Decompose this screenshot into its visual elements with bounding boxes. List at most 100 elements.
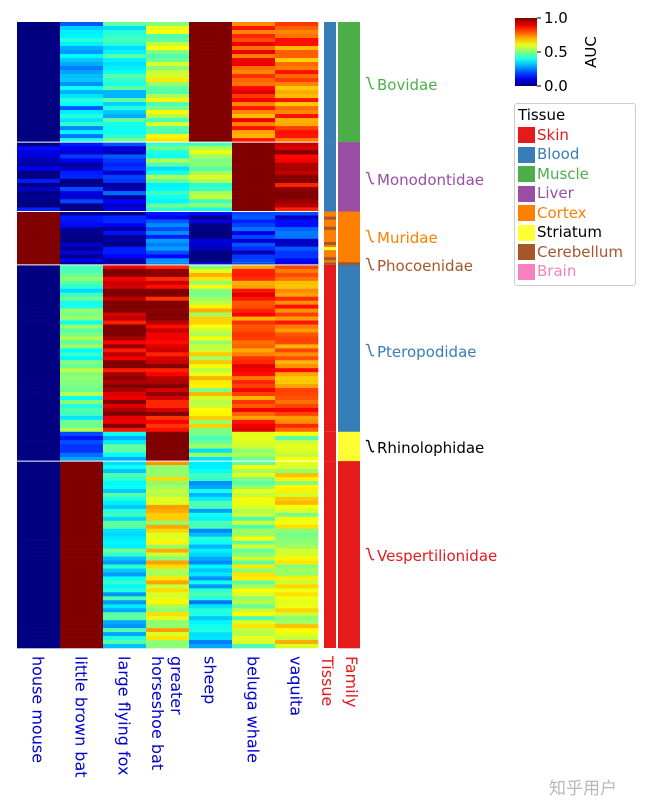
heatmap-cell	[103, 300, 147, 305]
heatmap-cell	[189, 616, 233, 621]
heatmap-cell	[60, 344, 104, 349]
heatmap-cell	[232, 584, 276, 589]
heatmap-cell	[103, 211, 147, 216]
heatmap-cell	[232, 280, 276, 286]
heatmap-cell	[60, 461, 104, 466]
heatmap-cell	[17, 187, 61, 192]
heatmap-cell	[275, 435, 319, 441]
heatmap-cell	[232, 134, 276, 139]
heatmap-cell	[232, 423, 276, 429]
heatmap-cell	[103, 411, 147, 417]
heatmap-cell	[189, 544, 233, 549]
heatmap-cell	[60, 231, 104, 236]
heatmap-cell	[17, 452, 61, 458]
heatmap-cell	[232, 419, 276, 425]
heatmap-cell	[146, 592, 190, 597]
heatmap-cell	[60, 262, 104, 264]
heatmap-cell	[103, 304, 147, 309]
heatmap-cell	[275, 540, 319, 545]
heatmap-cell	[232, 304, 276, 309]
heatmap-cell	[232, 448, 276, 454]
heatmap-cell	[146, 564, 190, 569]
heatmap-cell	[17, 284, 61, 290]
heatmap-cell	[232, 268, 276, 274]
family-bar-segment	[338, 211, 360, 263]
heatmap-cell	[17, 86, 61, 91]
heatmap-cell	[17, 166, 61, 172]
heatmap-cell	[275, 166, 319, 172]
heatmap-cell	[146, 66, 190, 71]
heatmap-cell	[103, 138, 147, 143]
heatmap-cell	[189, 477, 233, 482]
heatmap-cell	[189, 130, 233, 135]
heatmap-cell	[60, 492, 104, 498]
heatmap-cell	[146, 644, 190, 649]
heatmap-cell	[60, 182, 104, 188]
heatmap-cell	[146, 276, 190, 282]
heatmap-cell	[103, 118, 147, 123]
heatmap-cell	[17, 320, 61, 325]
heatmap-cell	[232, 284, 276, 290]
heatmap-cell	[275, 524, 319, 530]
heatmap-cell	[60, 246, 104, 251]
heatmap-cell	[232, 34, 276, 39]
heatmap-cell	[275, 396, 319, 401]
heatmap-cell	[232, 246, 276, 251]
heatmap-cell	[103, 246, 147, 251]
heatmap-cell	[275, 150, 319, 155]
heatmap-cell	[146, 102, 190, 107]
heatmap-cell	[60, 242, 104, 247]
heatmap-cell	[17, 324, 61, 329]
column-label: beluga whale	[244, 656, 263, 763]
heatmap-cell	[189, 106, 233, 111]
heatmap-cell	[103, 376, 147, 381]
heatmap-cell	[146, 481, 190, 486]
heatmap-cell	[275, 324, 319, 329]
heatmap-cell	[103, 640, 147, 645]
heatmap-cell	[103, 360, 147, 365]
heatmap-cell	[189, 150, 233, 155]
heatmap-cell	[103, 612, 147, 617]
heatmap-cell	[17, 246, 61, 251]
heatmap-cell	[146, 46, 190, 51]
heatmap-cell	[103, 288, 147, 294]
heatmap-cell	[275, 178, 319, 184]
heatmap-cell	[60, 288, 104, 294]
heatmap-cell	[189, 435, 233, 441]
heatmap-cell	[60, 415, 104, 421]
heatmap-cell	[103, 86, 147, 91]
heatmap-cell	[60, 452, 104, 458]
heatmap-cell	[60, 524, 104, 530]
heatmap-cell	[60, 592, 104, 597]
heatmap-cell	[17, 312, 61, 317]
heatmap-cell	[232, 396, 276, 401]
heatmap-cell	[232, 407, 276, 413]
heatmap-cell	[60, 74, 104, 79]
heatmap-cell	[146, 560, 190, 565]
heatmap-cell	[275, 403, 319, 409]
heatmap-cell	[189, 146, 233, 151]
heatmap-cell	[275, 336, 319, 341]
heatmap-cell	[17, 268, 61, 274]
legend-item: Cortex	[518, 204, 632, 224]
heatmap-cell	[60, 304, 104, 309]
heatmap-cell	[146, 392, 190, 397]
column-label: sheep	[201, 656, 220, 704]
heatmap-cell	[189, 628, 233, 633]
heatmap-cell	[60, 38, 104, 43]
heatmap-cell	[146, 488, 190, 494]
heatmap-cell	[103, 520, 147, 526]
heatmap-cell	[60, 508, 104, 514]
heatmap-cell	[17, 250, 61, 255]
heatmap-cell	[232, 110, 276, 115]
heatmap-cell	[103, 62, 147, 67]
heatmap-cell	[232, 384, 276, 389]
heatmap-cell	[232, 576, 276, 581]
heatmap-cell	[60, 644, 104, 649]
heatmap-cell	[146, 191, 190, 196]
heatmap-cell	[232, 632, 276, 637]
heatmap-cell	[275, 199, 319, 204]
heatmap-cell	[189, 138, 233, 143]
heatmap-cell	[17, 396, 61, 401]
heatmap-cell	[103, 484, 147, 490]
